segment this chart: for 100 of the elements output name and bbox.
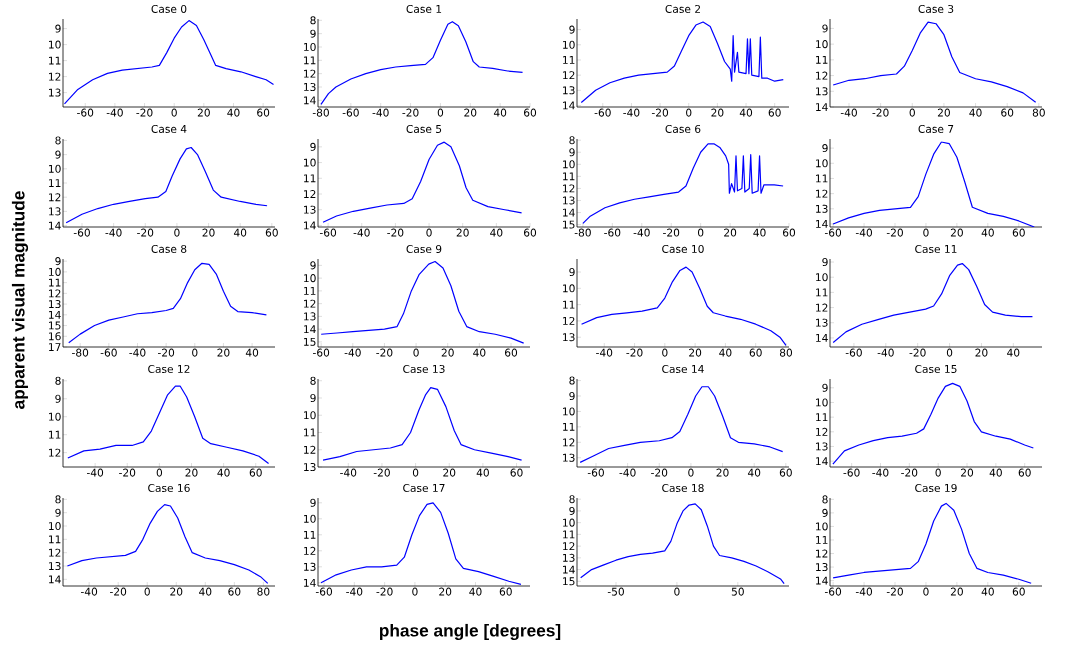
y-tick-label: 8 [822,495,828,504]
chart-title: Case 14 [662,364,704,373]
x-tick-label: -20 [119,468,136,477]
chart-title: Case 13 [403,364,445,373]
y-tick-label: 10 [304,411,316,420]
y-tick-label: 12 [304,445,316,454]
x-tick-label: -20 [376,348,393,357]
x-tick-label: -40 [872,468,889,477]
y-tick-label: 14 [49,310,61,319]
y-tick-label: 10 [49,521,61,531]
chart-title: Case 2 [665,4,700,13]
x-tick-label: -40 [840,108,857,117]
x-tick-label: -20 [872,108,889,117]
x-tick-label: 20 [170,587,183,596]
y-tick-label: 10 [563,407,575,416]
y-tick-label: 11 [816,413,828,422]
x-tick-label: 20 [950,228,963,237]
x-tick-label: 60 [228,587,241,596]
x-tick-label: 60 [257,108,270,117]
line-series [322,141,523,223]
x-tick-label: -20 [909,348,926,357]
x-tick-label: -20 [157,348,175,357]
x-tick-label: -40 [86,468,104,477]
y-tick-label: 14 [304,578,316,587]
y-tick-label: 10 [563,518,575,527]
x-tick-label: 80 [257,587,270,596]
y-tick-label: 10 [816,398,828,407]
y-tick-label: 12 [49,548,61,557]
x-tick-label: 40 [233,228,247,237]
x-tick-label: 0 [946,348,953,357]
x-tick-label: 20 [464,108,477,117]
x-tick-label: 0 [412,468,419,477]
y-tick-label: 10 [49,412,61,421]
chart-title: Case 1 [406,4,442,13]
x-tick-label: 0 [935,468,941,477]
x-tick-label: -60 [587,468,604,477]
x-tick-label: 60 [768,108,781,117]
x-tick-label: 0 [662,348,668,357]
chart-title: Case 8 [151,244,187,253]
y-tick-label: 14 [304,96,316,105]
x-tick-label: -80 [574,228,591,237]
x-tick-label: -60 [824,587,842,596]
y-tick-label: 14 [816,576,828,585]
chart-title: Case 17 [403,483,445,492]
y-axis-title: apparent visual magnitude [11,191,29,409]
x-tick-label: 20 [689,348,702,357]
line-series [580,21,784,104]
y-tick-label: 14 [816,103,828,111]
x-tick-label: 0 [674,587,680,596]
x-tick-label: -20 [886,587,903,596]
chart-title: Case 18 [662,483,704,492]
y-tick-label: 11 [304,428,316,437]
x-tick-label: 40 [981,228,994,237]
y-tick-label: 10 [49,40,61,49]
y-tick-label: 13 [816,204,828,213]
x-tick-label: 60 [779,468,792,477]
y-tick-label: 12 [304,299,316,308]
x-tick-label: 60 [782,228,796,237]
x-tick-label: -60 [73,228,90,237]
x-tick-label: 0 [413,348,419,357]
y-tick-label: 11 [49,278,61,287]
y-tick-label: 11 [49,535,61,544]
x-tick-label: 60 [523,228,537,237]
x-tick-label: 60 [499,587,512,596]
y-tick-label: 11 [563,172,575,181]
y-tick-label: 13 [304,462,316,472]
y-tick-label: 12 [49,448,61,457]
x-tick-label: -40 [344,348,361,357]
y-tick-label: 12 [816,427,828,436]
y-tick-label: 14 [563,101,575,110]
x-tick-label: -40 [596,348,613,357]
y-tick-label: 9 [310,29,316,38]
line-series [68,262,268,344]
line-series [320,260,525,344]
y-tick-label: 9 [822,144,828,153]
y-tick-label: 9 [55,508,61,517]
y-tick-label: 10 [49,267,61,276]
line-series [320,21,524,105]
x-tick-label: -60 [843,468,860,477]
x-tick-label: 40 [227,108,240,117]
y-tick-label: 15 [563,577,575,586]
x-tick-label: -40 [340,468,357,477]
y-tick-label: 8 [55,376,61,385]
x-tick-label: 60 [510,468,523,477]
line-series [65,146,268,224]
x-tick-label: 0 [686,108,692,117]
y-tick-label: 9 [310,261,316,270]
x-tick-label: -20 [886,228,903,237]
y-tick-label: 9 [569,25,575,34]
x-tick-label: -40 [105,228,122,237]
x-tick-label: 0 [688,468,694,477]
y-tick-label: 13 [304,562,316,571]
y-tick-label: 11 [49,179,61,187]
y-tick-label: 12 [49,72,61,81]
y-tick-label: 13 [563,553,575,562]
x-tick-label: -60 [319,228,337,237]
x-tick-label: -20 [663,228,680,237]
x-tick-label: 60 [749,348,762,357]
x-tick-label: 40 [493,108,507,117]
x-tick-label: -50 [607,587,624,596]
